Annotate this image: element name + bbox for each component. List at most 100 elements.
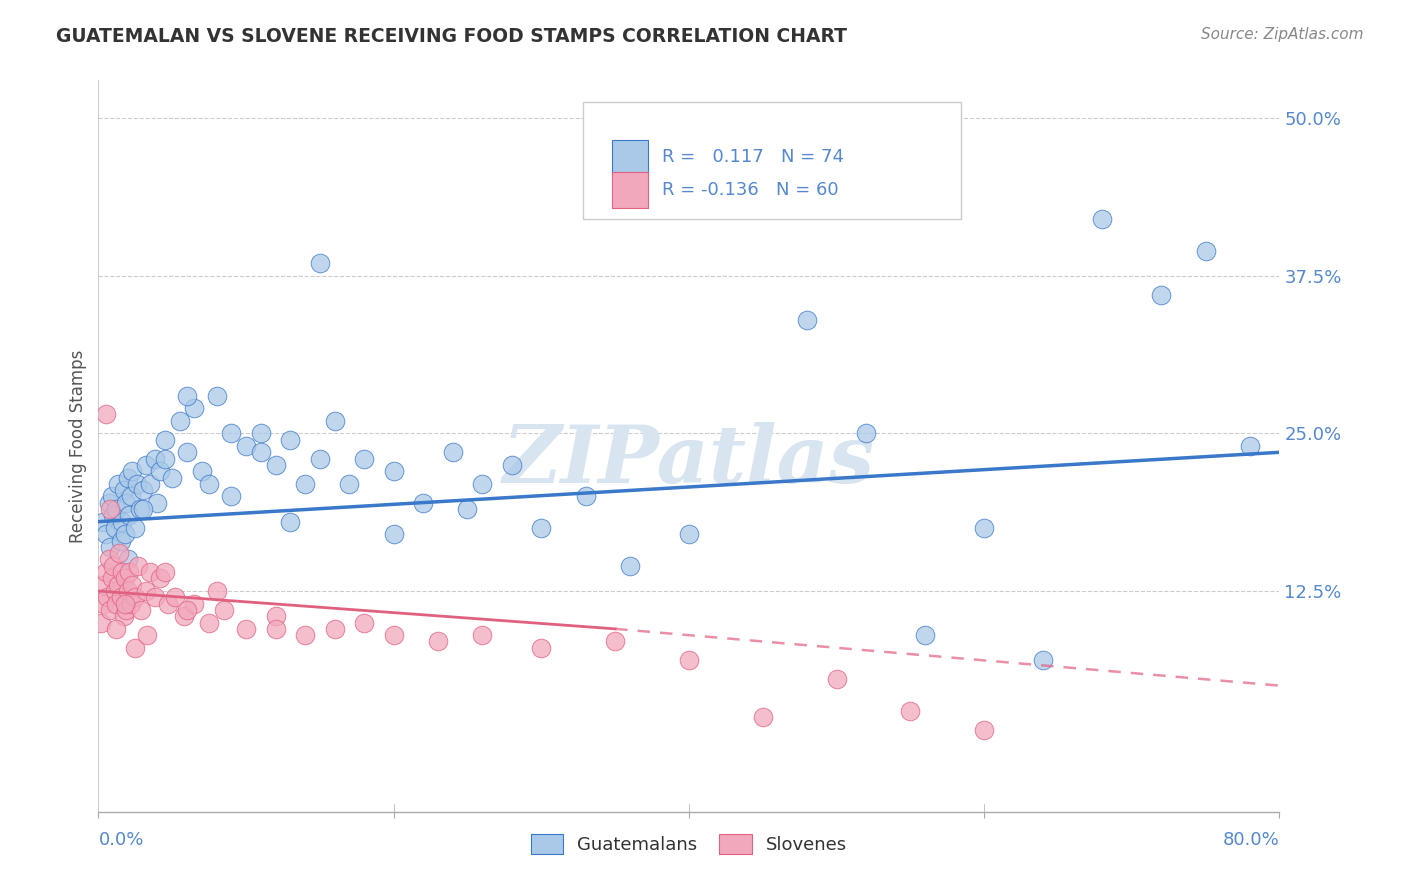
Point bbox=[114, 527, 136, 541]
Point bbox=[105, 597, 128, 611]
Point bbox=[796, 313, 818, 327]
Point bbox=[91, 515, 114, 529]
Point bbox=[198, 476, 221, 491]
Point bbox=[309, 256, 332, 270]
Point bbox=[382, 527, 405, 541]
Point bbox=[90, 615, 112, 630]
Point bbox=[111, 515, 134, 529]
Point bbox=[530, 521, 553, 535]
Text: 80.0%: 80.0% bbox=[1223, 830, 1279, 848]
Point bbox=[124, 640, 146, 655]
Point bbox=[128, 502, 150, 516]
Point bbox=[143, 591, 166, 605]
Point bbox=[280, 433, 302, 447]
Point bbox=[103, 508, 125, 523]
Point bbox=[427, 634, 450, 648]
Point bbox=[737, 161, 759, 176]
Point bbox=[353, 451, 375, 466]
Point bbox=[1239, 439, 1261, 453]
Point bbox=[169, 414, 191, 428]
Point bbox=[162, 470, 183, 484]
Point bbox=[183, 401, 205, 416]
Point bbox=[198, 615, 221, 630]
Point bbox=[98, 603, 121, 617]
Point bbox=[117, 470, 139, 484]
Point bbox=[94, 527, 117, 541]
Point bbox=[575, 490, 598, 504]
Point bbox=[149, 464, 172, 478]
Text: R =   0.117   N = 74: R = 0.117 N = 74 bbox=[662, 148, 844, 166]
Point bbox=[323, 622, 346, 636]
Point bbox=[264, 458, 287, 472]
Point bbox=[205, 388, 228, 402]
Point bbox=[120, 597, 142, 611]
Point bbox=[110, 591, 132, 605]
Point bbox=[153, 565, 176, 579]
Point bbox=[132, 502, 155, 516]
Point bbox=[1195, 244, 1218, 258]
Point bbox=[132, 483, 155, 497]
Point bbox=[309, 451, 332, 466]
Point bbox=[855, 426, 877, 441]
Point bbox=[97, 496, 120, 510]
Point bbox=[471, 476, 494, 491]
Point bbox=[1150, 287, 1173, 301]
Point bbox=[127, 558, 149, 573]
Legend: Guatemalans, Slovenes: Guatemalans, Slovenes bbox=[523, 827, 855, 861]
Point bbox=[114, 597, 136, 611]
Point bbox=[752, 710, 775, 724]
Point bbox=[605, 634, 627, 648]
Point bbox=[146, 496, 169, 510]
Point bbox=[441, 445, 464, 459]
Point bbox=[115, 496, 138, 510]
Point bbox=[294, 628, 316, 642]
Point bbox=[121, 578, 143, 592]
Point bbox=[382, 628, 405, 642]
Point bbox=[471, 628, 494, 642]
Point bbox=[176, 603, 198, 617]
Point bbox=[120, 490, 142, 504]
Point bbox=[111, 565, 134, 579]
Point bbox=[103, 558, 125, 573]
Point bbox=[183, 597, 205, 611]
Point bbox=[114, 571, 136, 585]
Point bbox=[104, 584, 127, 599]
Point bbox=[121, 464, 143, 478]
Point bbox=[353, 615, 375, 630]
Point bbox=[1091, 212, 1114, 227]
Point bbox=[97, 552, 120, 566]
Point bbox=[105, 502, 128, 516]
Point bbox=[143, 451, 166, 466]
Point bbox=[94, 408, 117, 422]
Text: 0.0%: 0.0% bbox=[98, 830, 143, 848]
Text: ZIPatlas: ZIPatlas bbox=[503, 422, 875, 500]
Point bbox=[93, 597, 115, 611]
Point bbox=[98, 502, 121, 516]
Point bbox=[212, 603, 235, 617]
Point bbox=[125, 476, 148, 491]
Point bbox=[457, 502, 479, 516]
Point bbox=[339, 476, 361, 491]
Point bbox=[136, 628, 159, 642]
Point bbox=[165, 591, 187, 605]
Point bbox=[108, 546, 131, 560]
Point bbox=[153, 433, 176, 447]
Point bbox=[530, 640, 553, 655]
Point bbox=[250, 426, 273, 441]
Point bbox=[129, 603, 152, 617]
Point bbox=[914, 628, 936, 642]
Point bbox=[382, 464, 405, 478]
Point bbox=[118, 508, 141, 523]
Point bbox=[501, 458, 523, 472]
Point bbox=[112, 609, 135, 624]
Point bbox=[294, 476, 316, 491]
Text: R = -0.136   N = 60: R = -0.136 N = 60 bbox=[662, 181, 838, 199]
Point bbox=[156, 597, 179, 611]
Text: Source: ZipAtlas.com: Source: ZipAtlas.com bbox=[1201, 27, 1364, 42]
Point bbox=[973, 723, 995, 737]
Point bbox=[235, 439, 257, 453]
Point bbox=[176, 445, 198, 459]
Point bbox=[100, 571, 122, 585]
Y-axis label: Receiving Food Stamps: Receiving Food Stamps bbox=[69, 350, 87, 542]
Point bbox=[619, 558, 641, 573]
